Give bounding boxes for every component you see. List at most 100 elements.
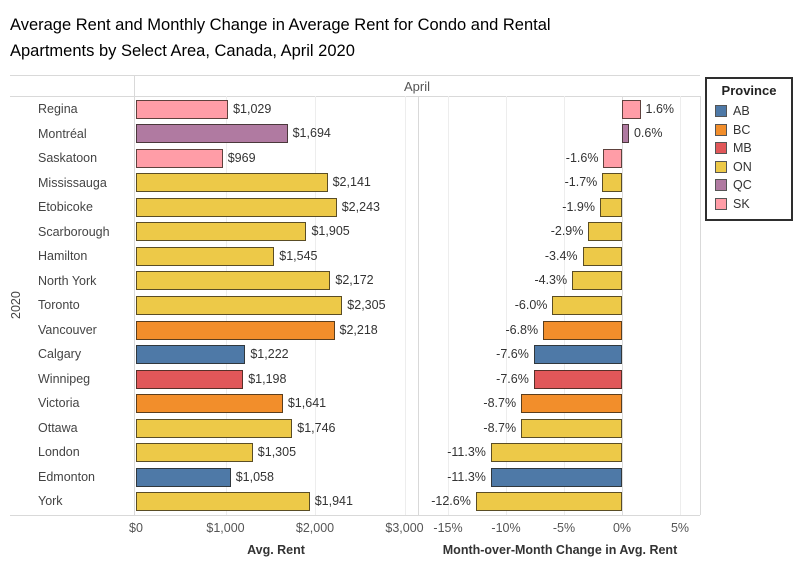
bar-avg-rent-hamilton[interactable] (136, 246, 275, 266)
row-label-toronto[interactable]: Toronto (38, 298, 80, 313)
bar-avg-rent-saskatoon[interactable] (136, 148, 223, 168)
row-label-vancouver[interactable]: Vancouver (38, 322, 97, 337)
legend-title: Province (721, 83, 777, 98)
bar-value-avg-rent-toronto: $2,305 (347, 298, 386, 312)
bar-value-mom-change-saskatoon: -1.6% (565, 150, 599, 165)
bar-value-avg-rent-victoria: $1,641 (287, 396, 327, 411)
left-axis-title: Avg. Rent (247, 543, 305, 557)
row-label-hamilton[interactable]: Hamilton (38, 249, 88, 264)
legend-swatch-on (715, 160, 727, 173)
bar-mom-change-toronto[interactable] (552, 296, 622, 315)
row-label-winnipeg[interactable]: Winnipeg (38, 371, 91, 386)
bar-mom-change-winnipeg[interactable] (533, 369, 622, 389)
row-label-edmonton[interactable]: Edmonton (38, 469, 95, 484)
right-axis-tick-5: 5% (670, 521, 690, 535)
row-label-calgary[interactable]: Calgary (38, 347, 82, 362)
bar-avg-rent-mississauga[interactable] (136, 173, 328, 193)
bar-value-avg-rent-scarborough: $1,905 (311, 224, 350, 239)
bar-mom-change-york[interactable] (475, 492, 622, 512)
bar-value-avg-rent-vancouver: $2,218 (339, 322, 378, 337)
bar-mom-change-london[interactable] (490, 443, 622, 463)
left-axis-tick-2000: $2,000 (295, 521, 335, 535)
row-label-regina[interactable]: Regina (38, 102, 78, 116)
chart-title-line1: Average Rent and Monthly Change in Avera… (10, 16, 551, 34)
legend-item-mb[interactable]: MB (707, 139, 791, 158)
right-axis-title: Month-over-Month Change in Avg. Rent (442, 543, 678, 557)
axis-baseline (10, 515, 700, 516)
bar-value-avg-rent-regina: $1,029 (233, 101, 272, 116)
bar-mom-change-ottawa[interactable] (521, 418, 622, 438)
bar-mom-change-vancouver[interactable] (543, 320, 622, 340)
pane-right-border (700, 96, 701, 515)
bar-mom-change-scarborough[interactable] (588, 222, 622, 242)
bar-value-mom-change-ottawa: -8.7% (483, 420, 517, 435)
row-label-victoria[interactable]: Victoria (38, 396, 80, 411)
row-label-ottawa[interactable]: Ottawa (38, 420, 78, 435)
row-label-mississauga[interactable]: Mississauga (38, 175, 107, 190)
row-label-scarborough[interactable]: Scarborough (38, 224, 110, 239)
chart-title-line2: Apartments by Select Area, Canada, April… (10, 42, 355, 60)
bar-avg-rent-edmonton[interactable] (136, 467, 231, 487)
row-label-montr-al[interactable]: Montréal (38, 126, 87, 141)
row-label-york[interactable]: York (38, 494, 63, 509)
bar-value-avg-rent-hamilton: $1,545 (279, 248, 318, 263)
legend-item-sk[interactable]: SK (707, 195, 791, 214)
legend-swatch-qc (715, 179, 727, 192)
bar-avg-rent-scarborough[interactable] (136, 222, 307, 242)
legend-item-bc[interactable]: BC (707, 121, 791, 140)
bar-value-avg-rent-london: $1,305 (257, 445, 297, 460)
bar-mom-change-montr-al[interactable] (622, 124, 629, 144)
bar-value-avg-rent-mississauga: $2,141 (332, 175, 371, 190)
legend-label-ab: AB (733, 104, 750, 119)
bar-avg-rent-winnipeg[interactable] (136, 369, 244, 389)
legend-item-qc[interactable]: QC (707, 176, 791, 195)
bar-mom-change-mississauga[interactable] (602, 173, 622, 193)
bar-avg-rent-toronto[interactable] (136, 296, 343, 315)
bar-avg-rent-london[interactable] (136, 443, 253, 463)
bar-value-mom-change-regina: 1.6% (645, 101, 675, 116)
bar-avg-rent-montr-al[interactable] (136, 124, 288, 144)
bar-avg-rent-ottawa[interactable] (136, 418, 293, 438)
legend-swatch-ab (715, 105, 727, 118)
bar-mom-change-saskatoon[interactable] (603, 148, 622, 168)
bar-avg-rent-victoria[interactable] (136, 394, 283, 414)
bar-avg-rent-vancouver[interactable] (136, 320, 335, 340)
row-label-london[interactable]: London (38, 445, 80, 460)
bar-value-mom-change-vancouver: -6.8% (505, 322, 539, 337)
bar-value-mom-change-edmonton: -11.3% (447, 469, 486, 484)
legend-item-ab[interactable]: AB (707, 102, 791, 121)
legend-swatch-sk (715, 197, 727, 210)
bar-value-mom-change-toronto: -6.0% (514, 298, 548, 312)
bar-value-mom-change-calgary: -7.6% (496, 347, 529, 362)
legend-label-on: ON (733, 159, 752, 174)
bar-mom-change-etobicoke[interactable] (599, 197, 622, 217)
header-top-border (10, 75, 700, 76)
bar-mom-change-regina[interactable] (622, 99, 641, 119)
right-axis-tick--5: -5% (552, 521, 576, 535)
bar-avg-rent-york[interactable] (136, 492, 310, 512)
bar-mom-change-calgary[interactable] (533, 345, 622, 365)
bar-mom-change-hamilton[interactable] (582, 246, 622, 266)
bar-mom-change-edmonton[interactable] (490, 467, 622, 487)
gridline-right-5 (680, 96, 681, 515)
gridline-right--15 (448, 96, 449, 515)
bar-avg-rent-etobicoke[interactable] (136, 197, 337, 217)
bar-value-avg-rent-north-york: $2,172 (335, 273, 374, 288)
left-axis-tick-3000: $3,000 (385, 521, 424, 535)
row-label-saskatoon[interactable]: Saskatoon (38, 151, 98, 166)
row-label-etobicoke[interactable]: Etobicoke (38, 200, 93, 215)
bar-mom-change-victoria[interactable] (521, 394, 622, 414)
bar-avg-rent-regina[interactable] (136, 99, 229, 119)
legend-item-on[interactable]: ON (707, 158, 791, 177)
pane-divider (418, 96, 419, 515)
right-axis-tick-0: 0% (612, 521, 632, 535)
chart-title: Average Rent and Monthly Change in Avera… (10, 12, 710, 64)
legend-label-sk: SK (733, 196, 750, 211)
bar-avg-rent-calgary[interactable] (136, 345, 246, 365)
bar-mom-change-north-york[interactable] (572, 271, 622, 291)
legend-items: AB BC MB ON QC SK (707, 102, 791, 213)
bar-value-mom-change-montr-al: 0.6% (633, 126, 663, 141)
row-label-north-york[interactable]: North York (38, 273, 97, 288)
bar-avg-rent-north-york[interactable] (136, 271, 331, 291)
